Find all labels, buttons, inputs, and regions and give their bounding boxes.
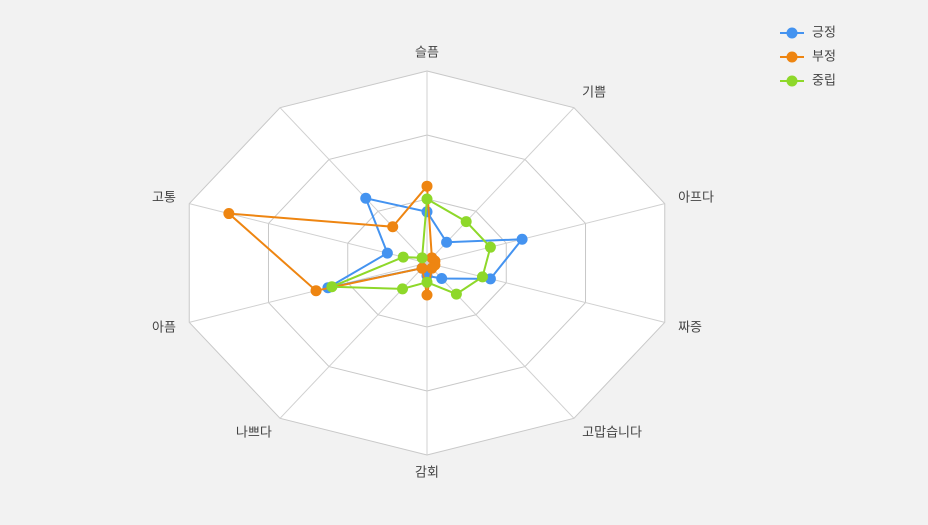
axis-line [279, 107, 428, 264]
data-point [484, 241, 496, 253]
legend-label: 긍정 [812, 26, 836, 41]
axis-label: 고통 [152, 191, 176, 206]
legend-marker [786, 75, 798, 87]
data-point [421, 276, 433, 288]
axis-line [426, 262, 575, 419]
axis-line [189, 262, 428, 323]
data-point [416, 252, 428, 264]
legend-label: 중립 [812, 74, 836, 89]
legend-marker [786, 27, 798, 39]
axis-line [426, 203, 665, 264]
data-point [441, 236, 453, 248]
axis-label: 감회 [415, 466, 439, 481]
data-point [381, 247, 393, 259]
axis-label: 나쁘다 [236, 425, 272, 440]
data-point [360, 192, 372, 204]
legend-label: 부정 [812, 50, 836, 65]
data-point [397, 251, 409, 263]
axis-label: 슬픔 [415, 46, 439, 61]
data-point [387, 221, 399, 233]
data-point [397, 283, 409, 295]
axis-line [426, 262, 665, 323]
legend-marker [786, 51, 798, 63]
data-point [416, 262, 428, 274]
data-point [223, 208, 235, 220]
axis-label: 아픔 [152, 320, 176, 335]
axis-label: 짜증 [678, 320, 702, 335]
data-point [460, 216, 472, 228]
data-point [436, 273, 448, 285]
data-point [516, 233, 528, 245]
data-point [421, 193, 433, 205]
data-point [326, 281, 338, 293]
data-point [476, 271, 488, 283]
axis-line [426, 107, 575, 264]
data-point [450, 288, 462, 300]
axis-label: 고맙습니다 [582, 425, 642, 440]
data-point [310, 285, 322, 297]
axis-label: 기쁨 [582, 86, 606, 101]
axis-label: 아프다 [678, 191, 714, 206]
data-point [426, 262, 438, 274]
data-point [421, 180, 433, 192]
data-point [421, 289, 433, 301]
